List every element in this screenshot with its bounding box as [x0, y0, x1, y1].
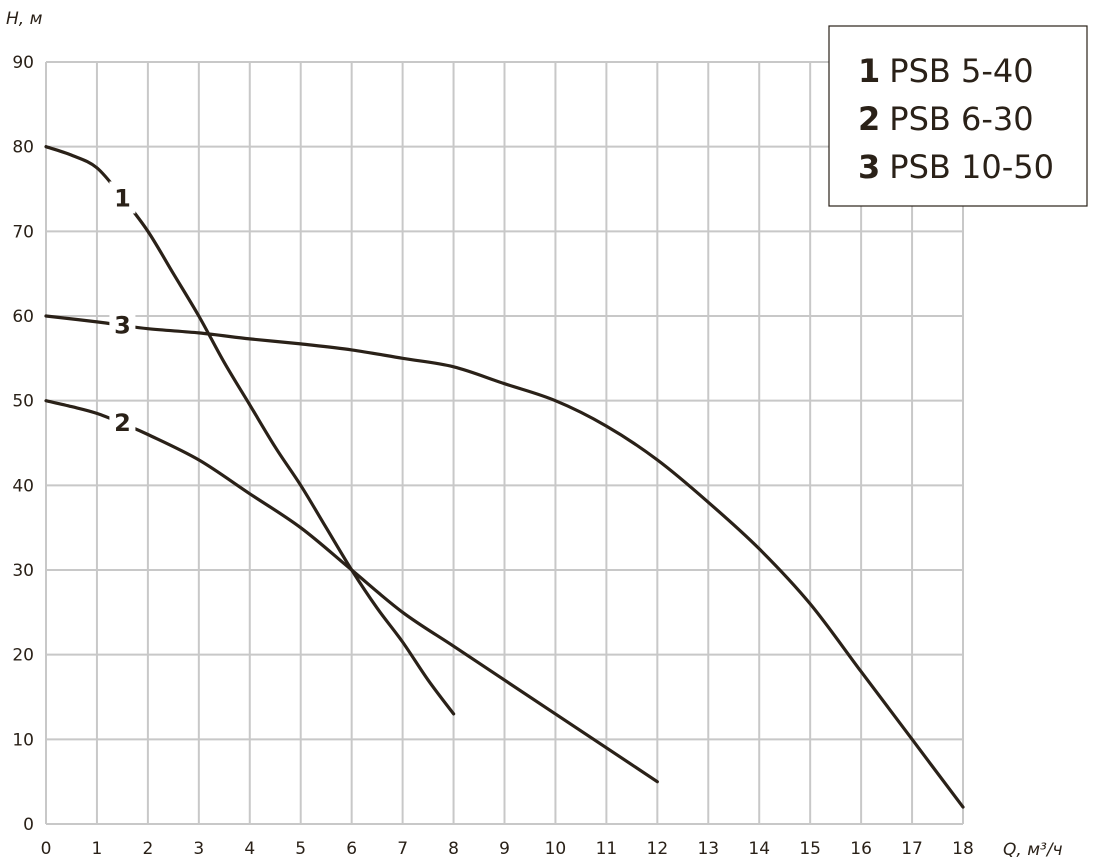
x-tick-label: 5 — [295, 839, 306, 859]
x-tick-label: 7 — [397, 839, 408, 859]
tick-labels: 0 1 2 3 4 5 6 7 8 9 10 11 12 13 14 15 16 17 18010203040506… — [12, 53, 973, 859]
x-tick-label: 9 — [499, 839, 510, 859]
x-tick-label: 16 — [850, 839, 872, 859]
x-tick-label: 3 — [193, 839, 204, 859]
x-tick-label: 11 — [596, 839, 618, 859]
x-tick-label: 13 — [697, 839, 719, 859]
x-tick-label: 14 — [748, 839, 770, 859]
series-label-1: 1 — [114, 184, 131, 212]
legend-series-name: PSB 6-30 — [889, 100, 1033, 138]
series-label-backdrop — [109, 405, 136, 438]
x-tick-label: 4 — [244, 839, 255, 859]
legend-entry-3: 3 PSB 10-50 — [858, 148, 1054, 186]
x-tick-label: 1 — [92, 839, 103, 859]
legend-series-name: PSB 5-40 — [889, 52, 1033, 90]
y-tick-label: 90 — [12, 53, 34, 73]
grid-lines — [45, 61, 964, 825]
y-axis-label: H, м — [6, 9, 43, 29]
x-tick-label: 12 — [647, 839, 669, 859]
series-label-backdrop — [109, 181, 136, 214]
series-label-backdrop — [109, 308, 136, 341]
x-tick-label: 2 — [142, 839, 153, 859]
legend-entry-2: 2 PSB 6-30 — [858, 100, 1034, 138]
series-label-2: 2 — [114, 409, 131, 437]
y-tick-label: 60 — [12, 307, 34, 327]
x-tick-label: 17 — [901, 839, 923, 859]
y-tick-label: 10 — [12, 730, 34, 750]
y-tick-label: 40 — [12, 476, 34, 496]
legend: 1 PSB 5-40 2 PSB 6-30 3 PSB 10-50 — [828, 25, 1088, 207]
x-tick-label: 15 — [799, 839, 821, 859]
x-axis-label: Q, м³/ч — [1003, 840, 1063, 860]
x-tick-label: 6 — [346, 839, 357, 859]
series-line-2 — [44, 399, 659, 784]
x-tick-label: 8 — [448, 839, 459, 859]
y-tick-label: 20 — [12, 646, 34, 666]
series-line-3 — [44, 314, 965, 809]
series-curves: 1 2 3 — [44, 145, 965, 809]
legend-series-name: PSB 10-50 — [889, 148, 1054, 186]
y-tick-label: 30 — [12, 561, 34, 581]
legend-number: 2 — [858, 100, 880, 138]
legend-entry-1: 1 PSB 5-40 — [858, 52, 1034, 90]
y-tick-label: 50 — [12, 392, 34, 412]
x-tick-label: 10 — [545, 839, 567, 859]
legend-number: 3 — [858, 148, 880, 186]
legend-number: 1 — [858, 52, 880, 90]
x-tick-label: 0 — [41, 839, 52, 859]
x-tick-label: 18 — [952, 839, 974, 859]
legend-box — [828, 25, 1088, 207]
y-tick-label: 80 — [12, 138, 34, 158]
y-tick-label: 70 — [12, 222, 34, 242]
series-label-3: 3 — [114, 311, 131, 339]
y-tick-label: 0 — [23, 815, 34, 835]
